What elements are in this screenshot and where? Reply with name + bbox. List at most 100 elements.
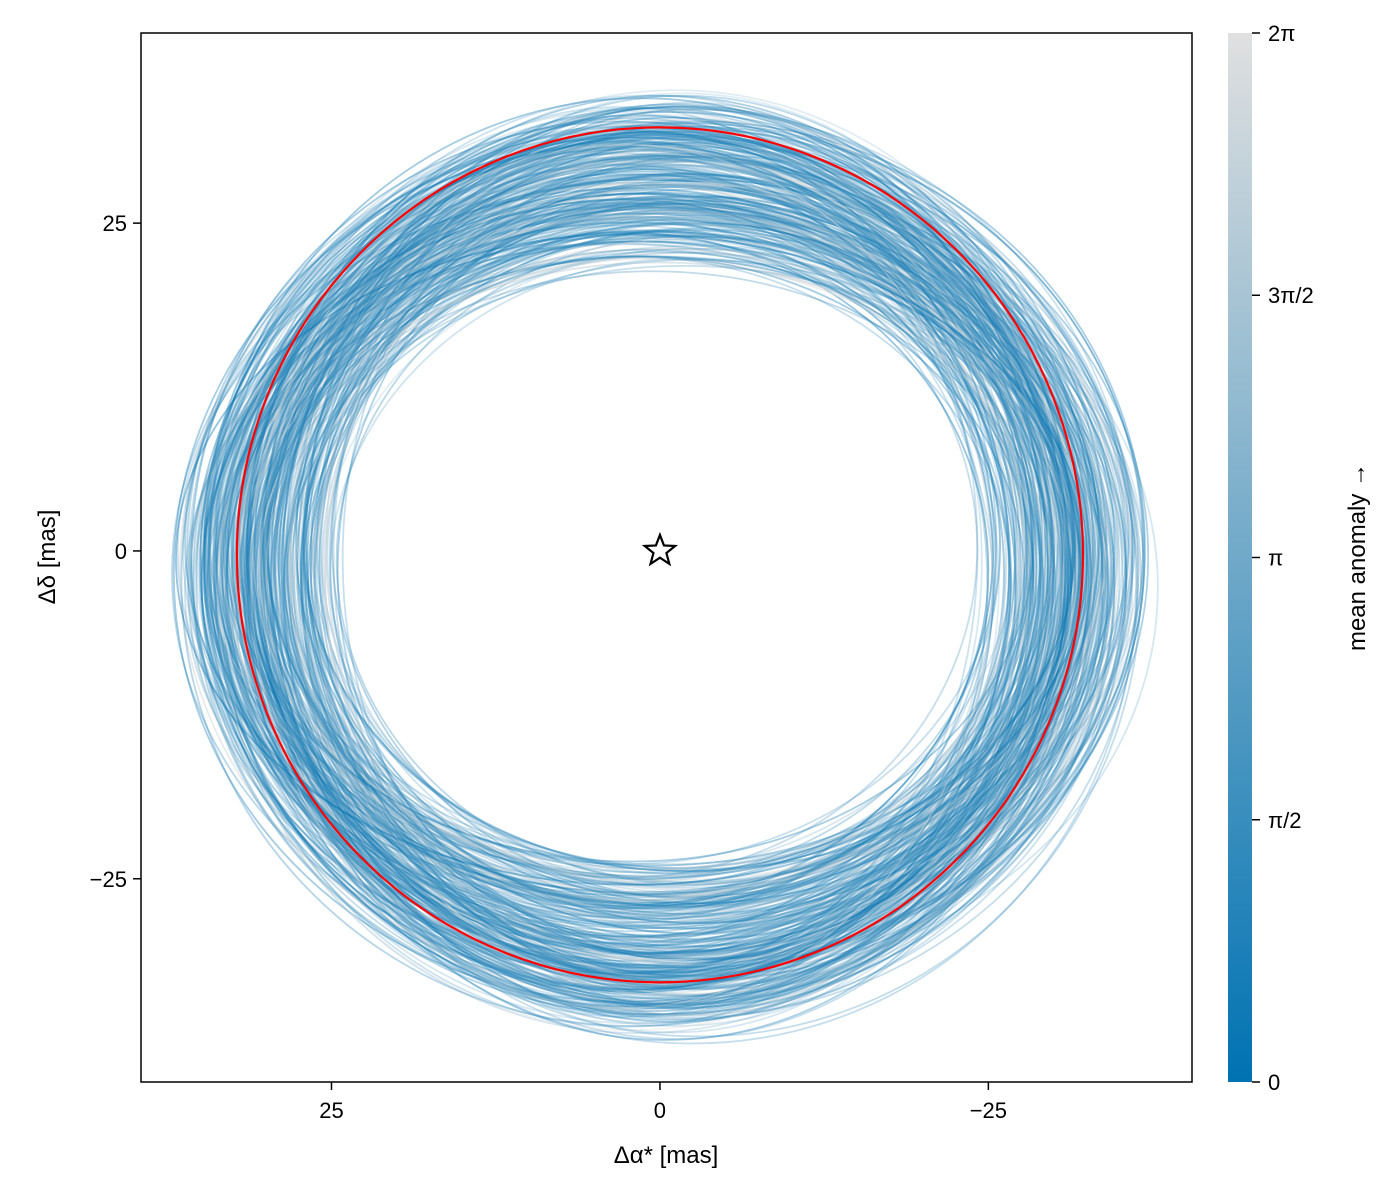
orbit-draw — [214, 170, 1092, 929]
orbit-draw — [325, 108, 1066, 985]
orbit-draw — [215, 144, 1116, 1017]
orbit-draw — [323, 181, 1053, 966]
orbit-draw — [208, 218, 1104, 904]
orbit-draw — [225, 121, 1077, 1018]
orbit-draw — [285, 103, 1052, 1006]
orbit-draw — [208, 178, 1090, 937]
orbit-draw — [276, 166, 1033, 916]
orbit-draw — [247, 163, 995, 924]
orbit-draw — [206, 197, 1072, 933]
orbit-draw — [314, 177, 1029, 997]
orbit-draw — [232, 172, 1115, 999]
star-icon — [641, 531, 679, 567]
orbit-draw — [251, 248, 1042, 920]
orbit-draw — [273, 140, 1076, 943]
orbit-draw — [302, 223, 1043, 869]
axes: 25 0 −25 25 0 −25 — [90, 211, 1007, 1123]
y-axis-label: Δδ [mas] — [34, 510, 61, 605]
orbit-draw — [254, 255, 1026, 905]
orbit-draw — [331, 188, 1059, 900]
orbit-draw — [221, 145, 1029, 1028]
orbit-draw — [193, 229, 1073, 940]
orbit-draw — [249, 143, 994, 1009]
orbit-draw — [214, 133, 1067, 954]
orbit-draw — [324, 144, 1062, 1017]
orbit-draw — [199, 192, 1075, 911]
orbit-draw — [199, 136, 1070, 991]
orbit-draw — [263, 264, 1107, 909]
orbit-draw — [218, 178, 1072, 947]
colorbar-tick-label: 0 — [1268, 1070, 1280, 1095]
orbit-draw — [225, 206, 1104, 956]
orbit-draw — [281, 142, 1022, 989]
orbit-draw — [271, 142, 1077, 1027]
orbit-draw — [266, 231, 1056, 875]
orbit-draw — [188, 136, 1061, 975]
orbit-draw — [269, 205, 1044, 974]
orbit-draw — [195, 205, 1056, 919]
orbit-draw — [216, 177, 1093, 969]
orbit-draw — [277, 212, 998, 917]
orbit-draw — [203, 193, 1080, 927]
orbit-draw — [283, 250, 1035, 907]
orbit-draw — [234, 248, 1075, 904]
orbit-draw — [208, 204, 1124, 913]
orbit-draw — [306, 143, 1041, 975]
orbit-draw — [232, 193, 1064, 979]
orbit-draw — [230, 212, 1145, 898]
orbit-draw — [277, 155, 1038, 986]
star-marker-layer — [641, 531, 679, 567]
orbit-draw — [208, 160, 1109, 1004]
orbit-draw — [300, 219, 1038, 911]
orbit-draw — [326, 218, 1041, 889]
orbit-draw — [288, 153, 1037, 978]
orbit-draw — [294, 238, 1079, 891]
colorbar — [1228, 33, 1252, 1082]
colorbar-axis: 0 π/2 π 3π/2 2π — [1252, 21, 1314, 1095]
orbit-draw — [185, 133, 1083, 970]
best-fit-orbit-layer — [235, 126, 1085, 984]
orbit-draw — [208, 197, 1070, 918]
orbit-draw — [258, 251, 1102, 886]
orbit-draw — [207, 97, 1074, 1010]
orbit-draw — [238, 158, 1134, 918]
orbit-draw — [252, 205, 1005, 938]
orbit-draw — [215, 198, 1127, 971]
orbit-draw — [212, 134, 1128, 1021]
orbit-draw — [202, 216, 1108, 871]
orbit-draw — [247, 145, 1019, 987]
orbit-draw — [221, 207, 1097, 870]
orbit-draw — [243, 121, 1052, 991]
orbit-draw — [310, 205, 1029, 957]
orbit-draw — [221, 130, 1103, 1003]
orbit-draw — [224, 208, 1069, 967]
orbit-draw — [200, 202, 1112, 949]
orbit-draw — [204, 125, 1047, 962]
orbit-draw — [241, 150, 1039, 968]
orbit-draw — [249, 139, 998, 945]
orbit-draw — [279, 215, 1002, 881]
y-tick-label: 0 — [115, 539, 127, 564]
orbit-draw — [232, 222, 1096, 866]
colorbar-label: mean anomaly → — [1344, 463, 1371, 651]
orbit-draw — [260, 105, 1108, 1006]
orbit-draw — [234, 201, 1078, 909]
orbit-draw — [245, 125, 1144, 969]
x-tick-label: −25 — [970, 1098, 1007, 1123]
x-tick-label: 0 — [654, 1098, 666, 1123]
orbit-draw — [273, 168, 1042, 978]
orbit-draw — [322, 247, 1060, 884]
orbit-draw — [182, 178, 1075, 919]
orbit-draw — [309, 199, 1082, 925]
orbit-draw — [237, 216, 1076, 878]
orbit-draw — [261, 195, 1117, 905]
orbit-draw — [206, 234, 1082, 877]
orbit-draw — [285, 251, 1088, 916]
orbit-draw — [200, 191, 1109, 978]
orbit-draw — [282, 258, 1108, 915]
orbit-draw — [205, 255, 1090, 921]
orbit-draw — [223, 230, 1074, 880]
orbit-draw — [332, 101, 1047, 1010]
orbit-draw — [215, 240, 1082, 895]
